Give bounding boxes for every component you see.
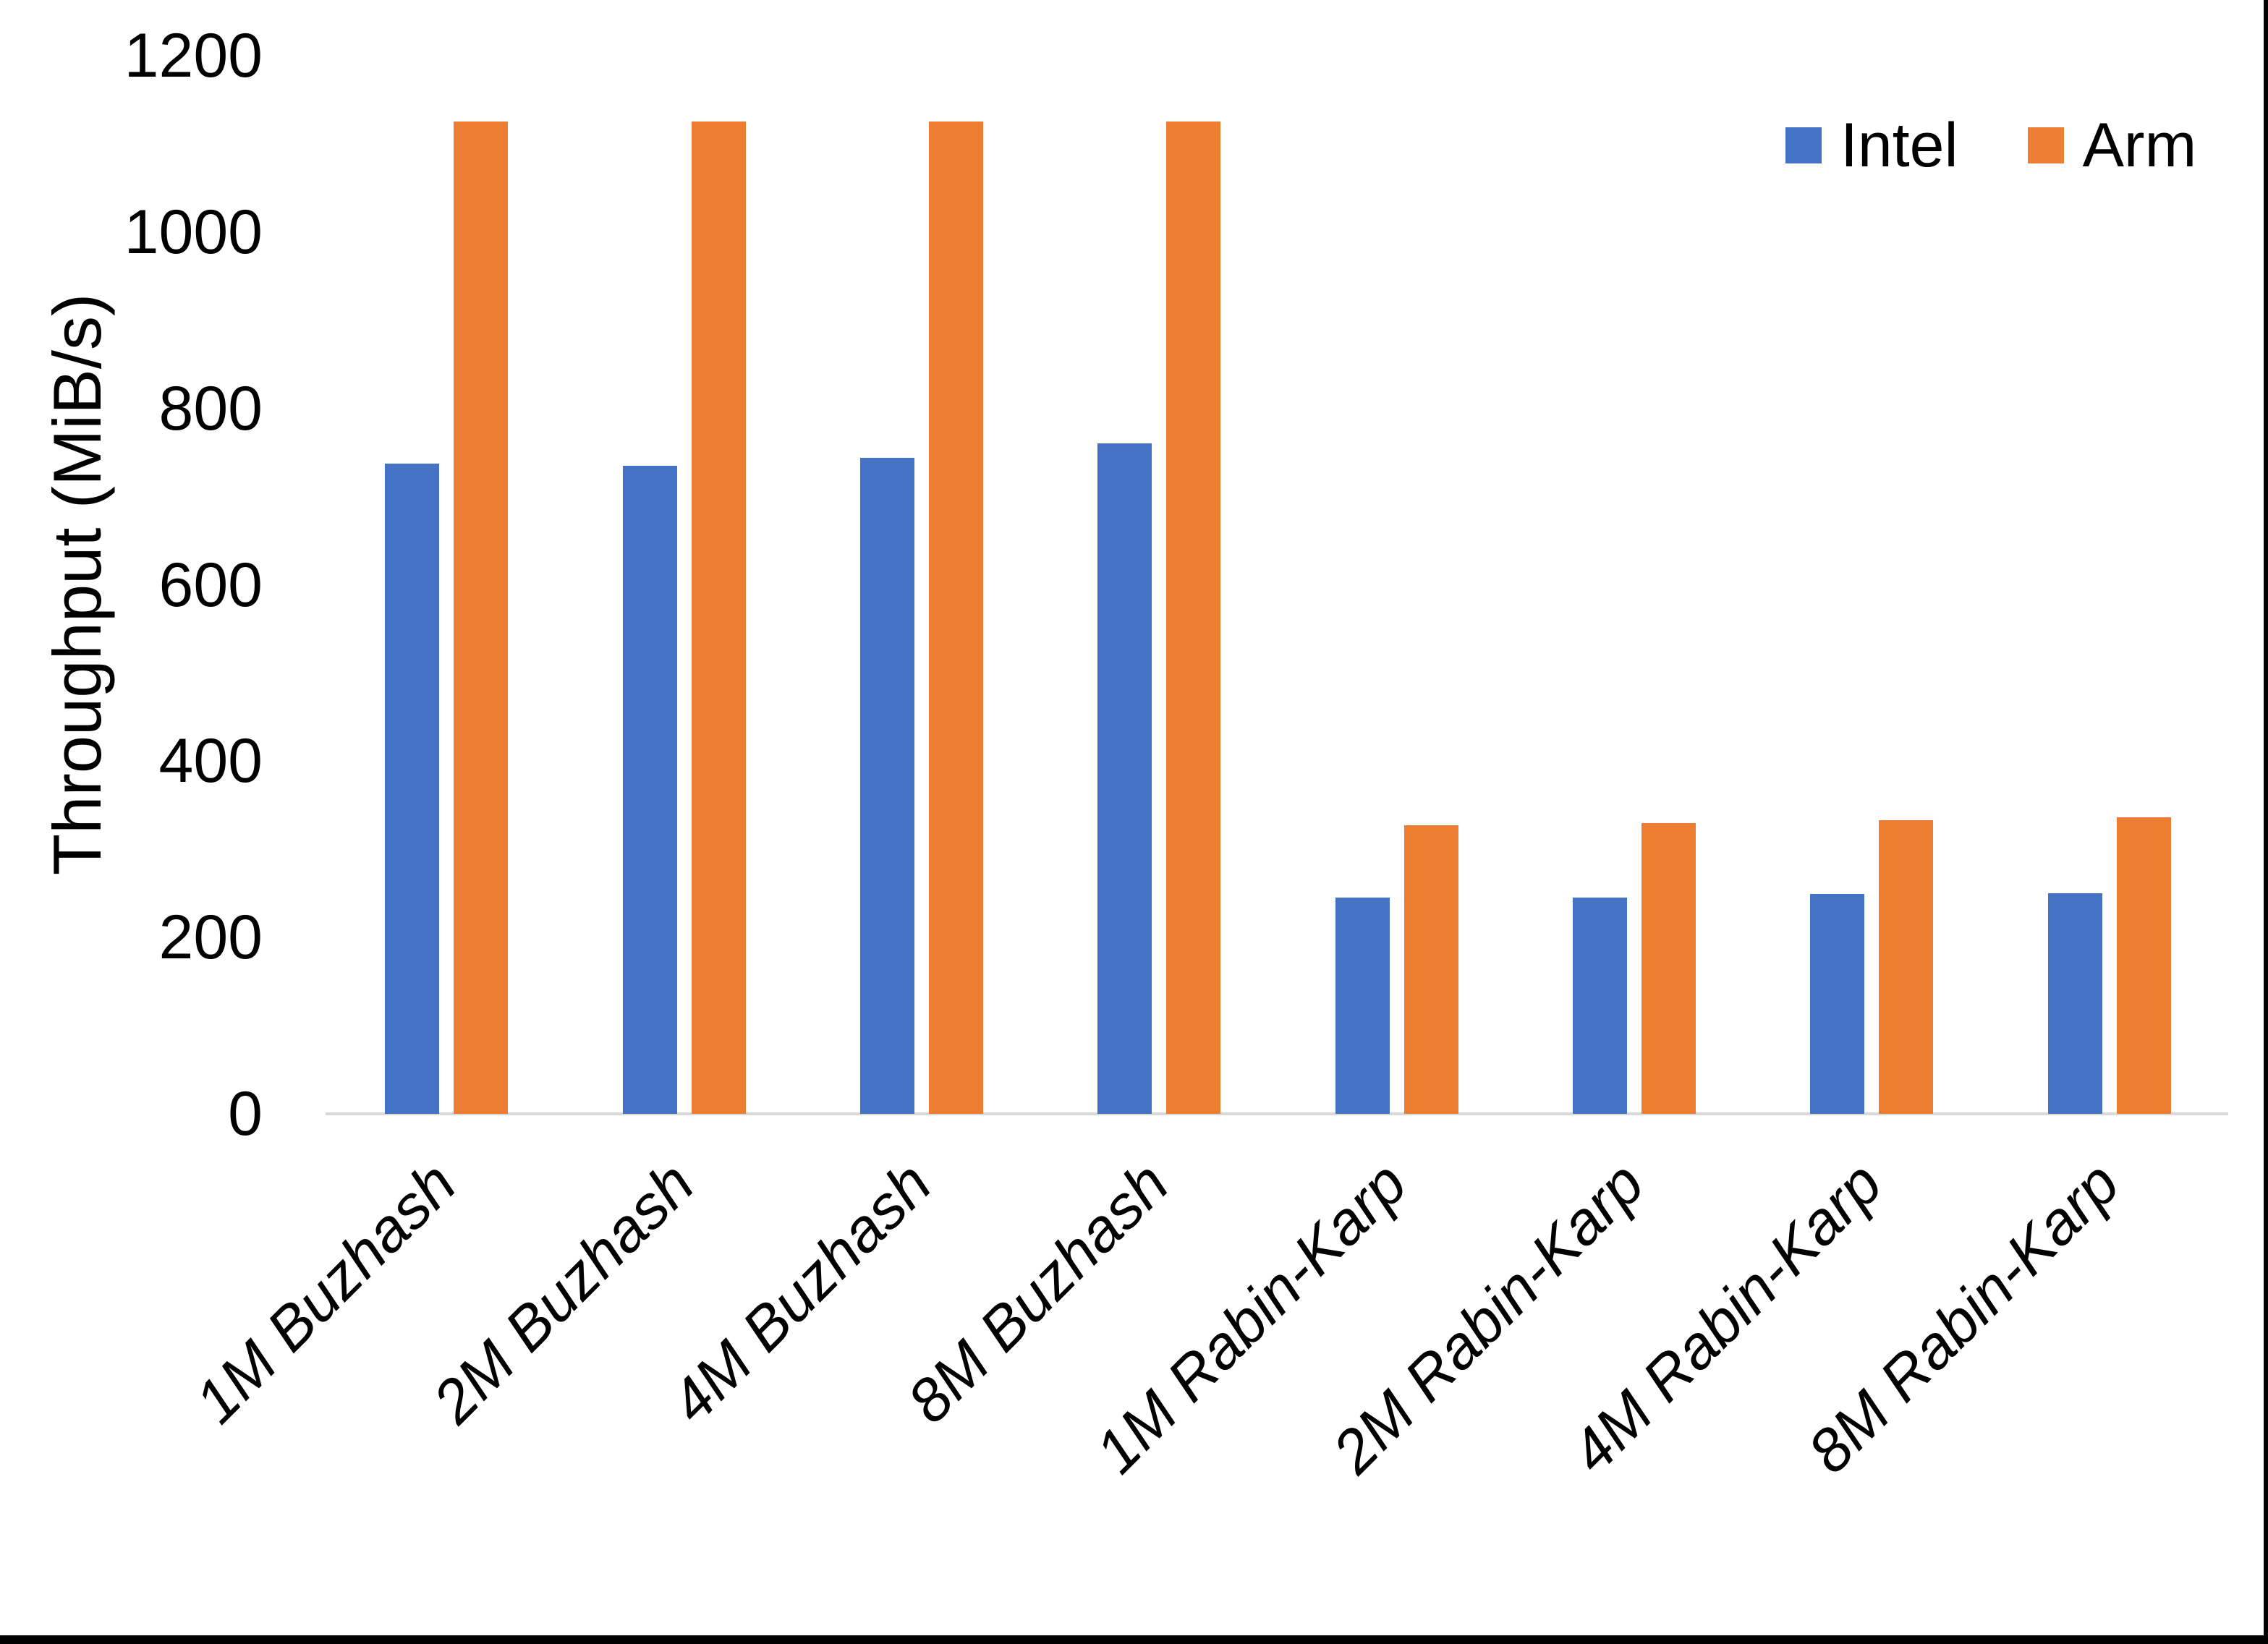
bar-arm-2m-rabin-karp (1641, 822, 1696, 1114)
bar-intel-4m-rabin-karp (1810, 894, 1865, 1114)
bar-arm-4m-buzhash (928, 122, 983, 1114)
bar-intel-1m-rabin-karp (1335, 898, 1390, 1114)
bar-arm-2m-buzhash (691, 122, 746, 1114)
bar-intel-8m-buzhash (1097, 443, 1152, 1114)
intel-series-swatch (1785, 127, 1822, 164)
bar-intel-2m-rabin-karp (1573, 898, 1628, 1114)
screenshot-right-border (2264, 0, 2268, 1644)
bar-intel-8m-rabin-karp (2047, 893, 2102, 1114)
bar-arm-4m-rabin-karp (1879, 820, 1934, 1114)
bar-intel-1m-buzhash (385, 464, 440, 1114)
bar-arm-8m-buzhash (1166, 122, 1221, 1114)
bar-intel-4m-buzhash (859, 457, 914, 1114)
legend: Intel Arm (1785, 110, 2196, 182)
y-tick-label: 400 (158, 726, 263, 796)
y-axis-title: Throughput (MiB/s) (39, 293, 115, 876)
y-tick-label: 600 (158, 550, 263, 620)
bar-arm-1m-rabin-karp (1403, 825, 1458, 1114)
legend-item-arm: Arm (2027, 110, 2197, 182)
y-tick-label: 1200 (124, 21, 263, 90)
legend-label-arm: Arm (2082, 111, 2197, 180)
y-tick-label: 800 (158, 373, 263, 443)
x-axis-line (326, 1112, 2228, 1115)
y-tick-label: 0 (228, 1079, 263, 1149)
legend-label-intel: Intel (1840, 111, 1958, 180)
bar-intel-2m-buzhash (622, 465, 677, 1114)
screenshot-bottom-border (0, 1635, 2268, 1644)
y-tick-label: 200 (158, 903, 263, 973)
y-tick-label: 1000 (124, 197, 263, 267)
bar-arm-1m-buzhash (454, 122, 509, 1114)
bar-arm-8m-rabin-karp (2116, 817, 2171, 1114)
legend-item-intel: Intel (1785, 110, 1958, 182)
arm-series-swatch (2027, 127, 2064, 164)
